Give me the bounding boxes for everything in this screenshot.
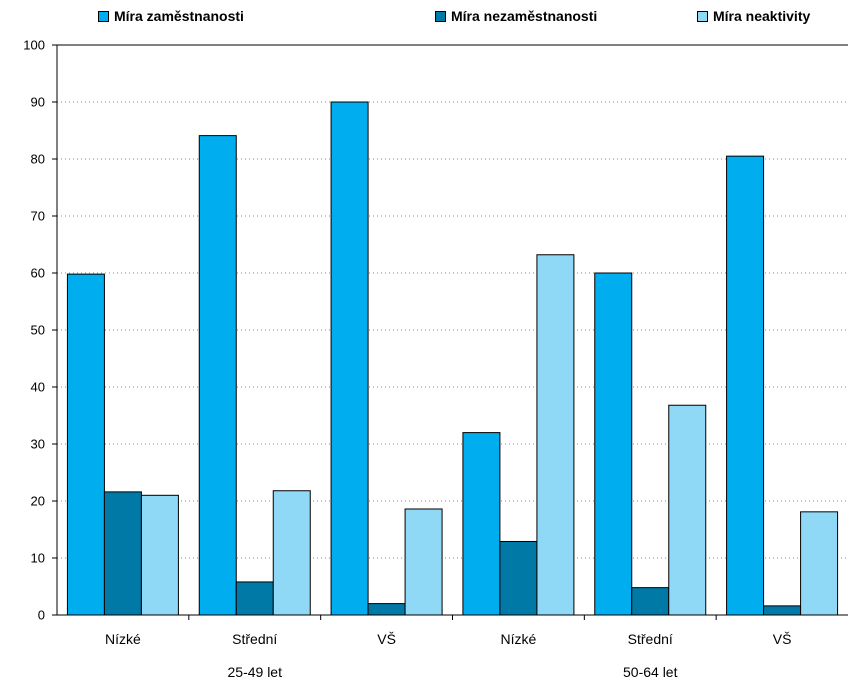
y-tick-label: 80: [31, 152, 45, 167]
legend-swatch-unemployment: [435, 10, 446, 22]
chart-legend: Míra zaměstnanosti Míra nezaměstnanosti …: [0, 8, 853, 30]
legend-label-employment: Míra zaměstnanosti: [114, 8, 244, 24]
bar: [594, 272, 633, 616]
bar: [800, 511, 839, 616]
group-label: 50-64 let: [623, 664, 678, 680]
legend-item-unemployment: Míra nezaměstnanosti: [435, 8, 597, 24]
bar: [330, 101, 369, 616]
y-tick-label: 70: [31, 209, 45, 224]
bar: [462, 432, 501, 616]
x-tick-label: Střední: [232, 631, 277, 647]
y-tick-label: 0: [38, 608, 45, 623]
bar: [66, 273, 105, 616]
bar: [536, 254, 575, 616]
bar: [499, 540, 538, 616]
legend-swatch-inactivity: [697, 10, 708, 22]
legend-swatch-employment: [98, 10, 109, 22]
bar: [367, 603, 406, 616]
bar: [235, 581, 274, 616]
y-tick-label: 50: [31, 323, 45, 338]
bar: [631, 587, 670, 616]
bar: [103, 491, 142, 616]
y-tick-label: 40: [31, 380, 45, 395]
bar: [198, 135, 237, 616]
bar: [404, 508, 443, 616]
y-tick-label: 10: [31, 551, 45, 566]
bar: [140, 494, 179, 616]
y-tick-label: 30: [31, 437, 45, 452]
y-tick-label: 90: [31, 95, 45, 110]
legend-item-inactivity: Míra neaktivity: [697, 8, 810, 24]
x-tick-label: VŠ: [377, 631, 396, 647]
x-tick-label: Střední: [628, 631, 673, 647]
group-label: 25-49 let: [228, 664, 283, 680]
bar: [272, 490, 311, 616]
legend-item-employment: Míra zaměstnanosti: [98, 8, 244, 24]
y-tick-label: 20: [31, 494, 45, 509]
bar: [726, 155, 765, 616]
x-tick-label: VŠ: [773, 631, 792, 647]
bar: [668, 404, 707, 616]
legend-label-inactivity: Míra neaktivity: [713, 8, 811, 24]
y-tick-label: 60: [31, 266, 45, 281]
x-tick-label: Nízké: [501, 631, 537, 647]
bar: [763, 605, 802, 616]
y-tick-label: 100: [23, 38, 45, 53]
x-tick-label: Nízké: [105, 631, 141, 647]
legend-label-unemployment: Míra nezaměstnanosti: [451, 8, 598, 24]
